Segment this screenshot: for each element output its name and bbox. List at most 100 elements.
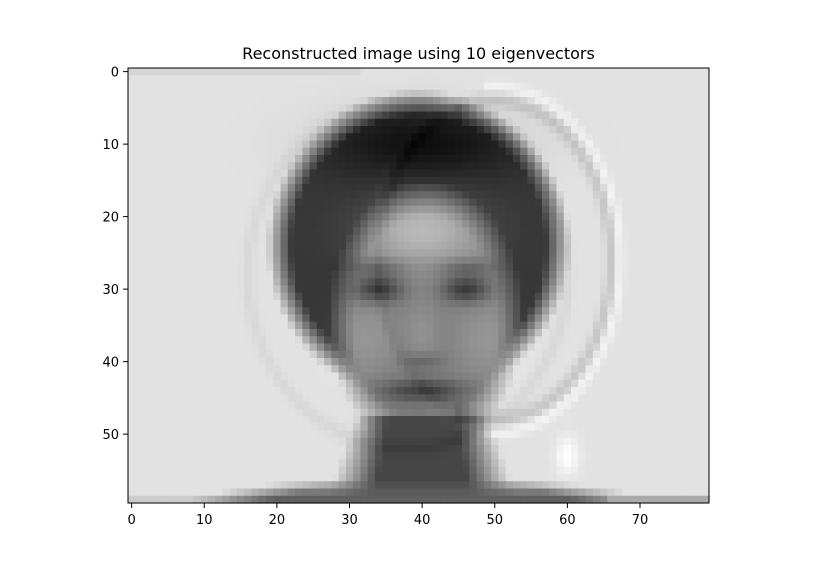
image-pixel [658, 474, 667, 482]
image-pixel [273, 495, 282, 504]
image-pixel [578, 401, 587, 410]
image-pixel [600, 365, 608, 374]
image-pixel [287, 401, 296, 410]
image-pixel [273, 292, 282, 301]
image-pixel [469, 408, 478, 417]
image-pixel [338, 336, 347, 345]
image-pixel [578, 329, 587, 337]
image-pixel [135, 379, 144, 388]
image-pixel [302, 176, 311, 185]
image-pixel [476, 329, 485, 337]
image-pixel [418, 307, 427, 316]
image-pixel [302, 401, 311, 410]
image-pixel [433, 350, 441, 359]
image-pixel [287, 459, 296, 468]
image-pixel [491, 394, 499, 403]
image-pixel [447, 263, 456, 272]
image-pixel [658, 350, 667, 359]
image-pixel [621, 111, 630, 120]
image-pixel [186, 234, 194, 243]
image-pixel [200, 336, 209, 345]
image-pixel [360, 307, 369, 316]
image-pixel [534, 314, 543, 323]
image-pixel [382, 285, 391, 294]
image-pixel [607, 227, 616, 236]
image-pixel [469, 97, 478, 105]
image-pixel [128, 343, 136, 352]
image-pixel [273, 147, 282, 156]
image-pixel [251, 430, 260, 439]
image-pixel [418, 365, 427, 374]
image-pixel [367, 104, 376, 113]
image-pixel [433, 285, 441, 294]
image-pixel [672, 474, 681, 482]
image-pixel [679, 452, 688, 461]
image-pixel [258, 495, 267, 504]
image-pixel [193, 220, 202, 229]
image-pixel [374, 234, 383, 243]
image-pixel [585, 278, 594, 287]
image-pixel [258, 329, 267, 337]
image-pixel [128, 329, 136, 337]
image-pixel [571, 423, 579, 432]
image-pixel [425, 488, 434, 497]
image-pixel [389, 452, 398, 461]
image-pixel [491, 430, 499, 439]
image-pixel [222, 97, 231, 105]
image-pixel [512, 191, 521, 200]
image-pixel [694, 365, 703, 374]
image-pixel [665, 263, 674, 272]
image-pixel [578, 278, 587, 287]
image-pixel [193, 271, 202, 279]
image-pixel [585, 191, 594, 200]
image-pixel [556, 75, 565, 84]
image-pixel [273, 198, 282, 207]
image-pixel [592, 176, 601, 185]
image-pixel [149, 329, 158, 337]
image-pixel [411, 234, 420, 243]
image-pixel [280, 191, 289, 200]
image-pixel [433, 68, 441, 76]
image-pixel [164, 213, 173, 221]
image-pixel [527, 191, 536, 200]
image-pixel [345, 292, 354, 301]
image-pixel [454, 249, 463, 258]
image-pixel [629, 162, 637, 171]
image-pixel [687, 271, 696, 279]
image-pixel [193, 437, 202, 446]
image-pixel [135, 169, 144, 178]
image-pixel [483, 329, 492, 337]
image-pixel [251, 321, 260, 330]
image-pixel [142, 350, 151, 359]
image-pixel [295, 474, 303, 482]
image-pixel [411, 379, 420, 388]
image-pixel [520, 169, 529, 178]
image-pixel [433, 292, 441, 301]
image-pixel [541, 314, 550, 323]
image-pixel [135, 104, 144, 113]
image-pixel [447, 401, 456, 410]
image-pixel [491, 82, 499, 91]
image-pixel [578, 292, 587, 301]
image-pixel [135, 198, 144, 207]
image-pixel [520, 118, 529, 127]
image-pixel [229, 162, 238, 171]
image-pixel [164, 234, 173, 243]
image-pixel [549, 379, 558, 388]
image-pixel [128, 372, 136, 381]
image-pixel [585, 314, 594, 323]
image-pixel [607, 423, 616, 432]
image-pixel [658, 300, 667, 308]
image-pixel [687, 118, 696, 127]
image-pixel [222, 89, 231, 98]
image-pixel [360, 234, 369, 243]
image-pixel [236, 466, 245, 475]
image-pixel [563, 111, 572, 120]
image-pixel [149, 300, 158, 308]
image-pixel [295, 256, 303, 265]
image-pixel [244, 271, 253, 279]
image-pixel [672, 466, 681, 475]
image-pixel [302, 292, 311, 301]
image-pixel [454, 481, 463, 490]
image-pixel [186, 372, 194, 381]
